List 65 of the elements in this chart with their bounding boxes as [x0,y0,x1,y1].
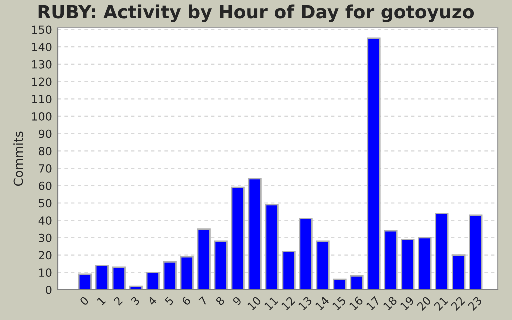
x-tick-label: 2 [114,296,124,306]
y-tick-label: 80 [39,147,52,156]
y-tick-label: 60 [39,182,52,190]
x-tick-label: 15 [332,296,347,311]
x-tick-label: 7 [198,296,208,306]
x-tick-label: 13 [298,296,313,311]
bar [282,251,296,290]
x-tick-label: 1 [96,296,106,306]
bar [401,238,415,290]
x-tick-label: 11 [264,296,278,311]
bar [452,254,466,290]
x-tick-label: 20 [416,296,432,312]
x-tick-label: 16 [349,296,364,311]
y-tick-label: 120 [32,78,52,86]
x-tick-label: 18 [383,296,398,311]
bar [350,275,364,290]
bar [299,218,313,290]
x-tick-label: 10 [247,296,262,311]
bar [214,240,228,290]
x-tick-label: 0 [80,296,90,306]
x-tick-label: 17 [366,296,380,311]
bar [231,186,245,290]
bar [469,214,483,290]
x-tick-label: 21 [434,296,448,311]
y-tick-label: 130 [32,60,52,69]
bar [367,38,381,290]
bar [435,212,449,290]
chart-title: RUBY: Activity by Hour of Day for gotoyuzo [38,4,474,22]
x-tick-label: 3 [130,296,140,306]
y-tick-label: 90 [39,130,52,138]
x-tick-label: 4 [147,296,158,306]
y-tick-label: 50 [39,199,52,208]
bar [197,228,211,290]
bar [333,278,347,290]
x-tick-label: 23 [468,296,483,312]
bar [180,256,194,290]
y-tick-label: 150 [32,26,52,34]
x-tick-label: 5 [164,296,174,306]
bar [112,266,126,290]
y-tick-label: 10 [40,268,52,278]
x-tick-label: 9 [232,296,242,306]
bar [248,178,262,290]
bar [146,272,160,290]
x-tick-label: 8 [215,296,226,306]
x-tick-label: 19 [400,296,415,311]
bar [78,274,92,290]
y-tick-label: 20 [39,251,52,260]
bar [418,237,432,290]
y-tick-label: 40 [38,216,52,225]
bar [265,204,279,290]
y-tick-label: 0 [46,286,52,294]
x-tick-label: 12 [281,296,296,311]
x-tick-label: 14 [315,296,330,311]
bar [163,262,177,290]
x-tick-label: 22 [450,296,466,311]
x-tick-label: 6 [182,296,192,306]
y-tick-label: 30 [39,234,52,242]
bar [95,265,109,290]
y-tick-label: 100 [32,112,52,121]
y-tick-label: 110 [32,95,52,104]
bar [316,240,330,290]
y-axis-title: Commits [14,132,24,186]
y-tick-label: 140 [32,43,52,52]
y-tick-label: 70 [39,164,52,173]
bar [384,230,398,290]
